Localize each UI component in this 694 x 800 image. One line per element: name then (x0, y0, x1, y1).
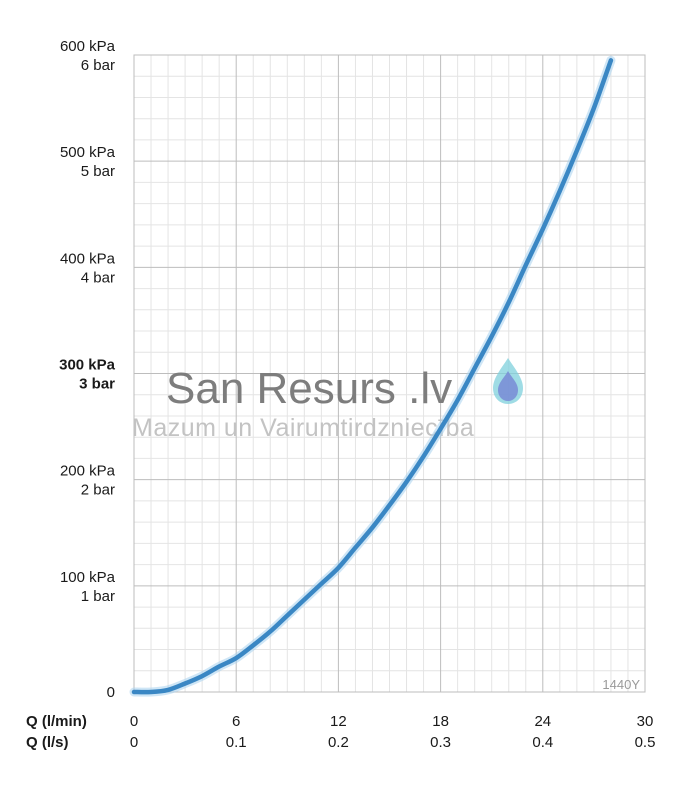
y-tick-label-kpa: 300 kPa (59, 357, 116, 374)
y-tick-label-kpa: 500 kPa (60, 144, 116, 161)
y-tick-label-bar: 6 bar (81, 57, 115, 74)
x-tick-label-lmin: 30 (637, 713, 654, 730)
x-tick-label-ls: 0 (130, 734, 138, 751)
y-tick-label-bar: 3 bar (79, 376, 115, 393)
water-drop-icon (493, 358, 523, 404)
pressure-curve (131, 58, 614, 695)
x-tick-label-lmin: 6 (232, 713, 240, 730)
y-tick-label-kpa: 100 kPa (60, 569, 116, 586)
x-tick-label-ls: 0.3 (430, 734, 451, 751)
y-axis-ticks: 0 100 kPa 1 bar 200 kPa 2 bar 300 kPa 3 bar 400… (59, 38, 116, 701)
x-tick-label-lmin: 24 (534, 713, 551, 730)
x-tick-label-ls: 0.1 (226, 734, 247, 751)
y-tick-label-kpa: 600 kPa (60, 38, 116, 55)
x-tick-label-ls: 0.4 (532, 734, 553, 751)
x-tick-label-lmin: 12 (330, 713, 347, 730)
y-tick-label-kpa: 200 kPa (60, 463, 116, 480)
x-axis-ticks: 0 0 6 0.1 12 0.2 18 0.3 24 0.4 30 0.5 (130, 713, 656, 751)
y-tick-label-kpa: 400 kPa (60, 250, 116, 267)
major-grid (134, 55, 645, 692)
y-tick-label-bar: 5 bar (81, 163, 115, 180)
model-label: 1440Y (602, 677, 640, 692)
x-tick-label-ls: 0.5 (635, 734, 656, 751)
plot-frame (133, 54, 646, 693)
y-tick-label: 0 (107, 684, 115, 701)
watermark: San Resurs .lv Mazum un Vairumtirdzniecī… (132, 358, 523, 442)
x-tick-label-lmin: 0 (130, 713, 138, 730)
y-tick-label-bar: 1 bar (81, 588, 115, 605)
x-tick-label-ls: 0.2 (328, 734, 349, 751)
watermark-title: San Resurs .lv (166, 364, 452, 413)
y-tick-label-bar: 4 bar (81, 269, 115, 286)
y-tick-label-bar: 2 bar (81, 482, 115, 499)
x-axis-label-secondary: Q (l/s) (26, 734, 69, 751)
x-tick-label-lmin: 18 (432, 713, 449, 730)
watermark-subtitle: Mazum un Vairumtirdzniecība (132, 414, 474, 442)
x-axis-label-primary: Q (l/min) (26, 713, 87, 730)
